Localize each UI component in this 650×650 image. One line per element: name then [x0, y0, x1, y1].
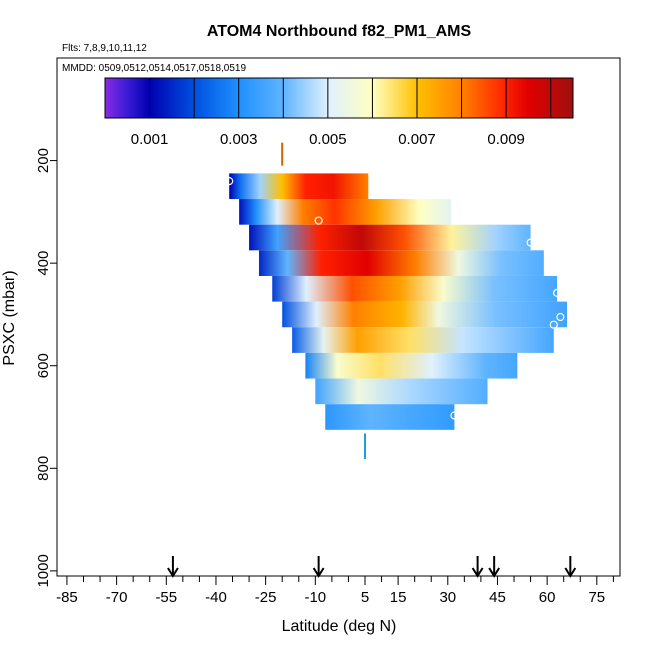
x-tick-label: 60 — [539, 589, 556, 606]
heatmap-rows — [229, 173, 568, 430]
latitude-arrow — [312, 556, 325, 578]
x-tick-label: -85 — [56, 589, 78, 606]
dates-note: MMDD: 0509,0512,0514,0517,0518,0519 — [62, 63, 246, 74]
x-tick-label: -10 — [304, 589, 326, 606]
colorbar-tick-label: 0.003 — [220, 131, 258, 148]
x-axis: -85 -70 -55 -40 -25 -10 5 15 30 45 60 75 — [56, 575, 614, 606]
data-point-circle — [526, 238, 535, 247]
x-axis-label: Latitude (deg N) — [282, 618, 397, 635]
heatmap-row — [282, 301, 568, 328]
x-tick-label: 30 — [439, 589, 456, 606]
latitude-arrow — [488, 556, 501, 578]
colorbar-labels: 0.001 0.003 0.005 0.007 0.009 — [131, 131, 525, 148]
y-axis-label: PSXC (mbar) — [1, 270, 18, 365]
x-tick-label: -40 — [205, 589, 227, 606]
colorbar-tick-label: 0.001 — [131, 131, 169, 148]
heatmap-row — [305, 352, 518, 379]
data-point-circle — [556, 312, 565, 322]
data-point-circle — [549, 320, 558, 329]
colorbar-divisions — [149, 78, 552, 118]
y-tick-label: 1000 — [35, 554, 52, 587]
heatmap-row — [272, 275, 558, 302]
x-tick-label: -25 — [255, 589, 277, 606]
colorbar — [104, 77, 574, 119]
heatmap-row — [325, 404, 455, 430]
y-tick-label: 800 — [35, 456, 52, 481]
flights-note: Flts: 7,8,9,10,11,12 — [62, 43, 147, 54]
x-tick-label: -70 — [106, 589, 128, 606]
colorbar-tick-label: 0.007 — [398, 131, 436, 148]
x-tick-label: 15 — [390, 589, 407, 606]
y-tick-label: 200 — [35, 148, 52, 173]
y-tick-label: 600 — [35, 353, 52, 378]
colorbar-tick-label: 0.005 — [309, 131, 347, 148]
latitude-arrow — [564, 556, 577, 578]
heatmap-row — [239, 199, 452, 225]
x-tick-label: 45 — [489, 589, 506, 606]
colorbar-tick-label: 0.009 — [487, 131, 525, 148]
latitude-arrow — [167, 556, 179, 578]
heatmap-row — [259, 250, 544, 276]
latitude-arrow — [471, 556, 484, 578]
x-tick-label: -55 — [155, 589, 177, 606]
data-point-circle — [314, 216, 323, 225]
heatmap-row — [292, 327, 554, 353]
data-point-circle — [225, 176, 234, 186]
y-tick-label: 400 — [35, 251, 52, 276]
markers — [167, 142, 577, 578]
heatmap-row — [249, 224, 531, 251]
x-tick-label: 5 — [361, 589, 369, 606]
data-point-circle — [450, 411, 459, 420]
y-axis: 200 400 600 800 1000 — [35, 148, 58, 588]
heatmap-row — [229, 173, 369, 200]
x-tick-label: 75 — [588, 589, 605, 606]
chart-title: ATOM4 Northbound f82_PM1_AMS — [207, 23, 472, 40]
heatmap-row — [315, 378, 488, 405]
data-point-circle — [552, 288, 562, 297]
